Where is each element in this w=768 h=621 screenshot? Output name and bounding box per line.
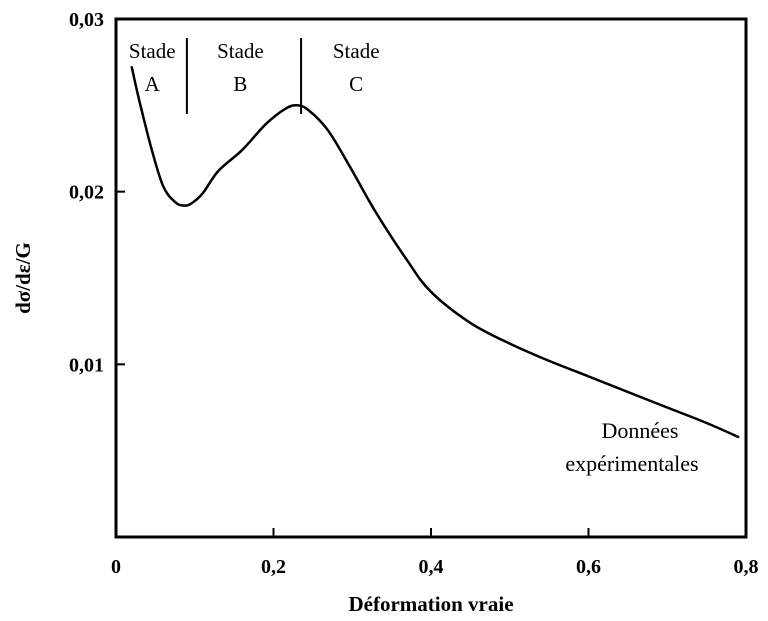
annotation-line1: Données bbox=[602, 418, 679, 443]
x-tick-label: 0,8 bbox=[734, 556, 759, 578]
stage-label-letter: C bbox=[349, 72, 363, 96]
y-tick-group: 0,01 0,02 0,03 bbox=[69, 9, 125, 376]
y-tick-label: 0,02 bbox=[69, 182, 104, 204]
data-line bbox=[130, 66, 740, 439]
x-axis-label: Déformation vraie bbox=[348, 592, 513, 616]
x-tick-label: 0 bbox=[111, 556, 121, 578]
x-tick-label: 0,2 bbox=[261, 556, 286, 578]
y-axis-label: dσ/dε/G bbox=[11, 242, 35, 314]
stage-label-letter: B bbox=[233, 72, 247, 96]
stage-label-group: Stade A Stade B Stade C bbox=[129, 39, 380, 96]
y-tick-label: 0,01 bbox=[69, 354, 104, 376]
stage-label-letter: A bbox=[145, 72, 161, 96]
stage-label-title: Stade bbox=[217, 39, 264, 63]
x-tick-label: 0,6 bbox=[576, 556, 601, 578]
y-tick-label: 0,03 bbox=[69, 9, 104, 31]
stage-divider-group bbox=[185, 38, 303, 114]
annotation-line2: expérimentales bbox=[565, 451, 698, 476]
stage-label-title: Stade bbox=[129, 39, 176, 63]
x-tick-label: 0,4 bbox=[419, 556, 444, 578]
x-tick-group: 0 0,2 0,4 0,6 0,8 bbox=[111, 528, 759, 578]
stage-label-title: Stade bbox=[333, 39, 380, 63]
